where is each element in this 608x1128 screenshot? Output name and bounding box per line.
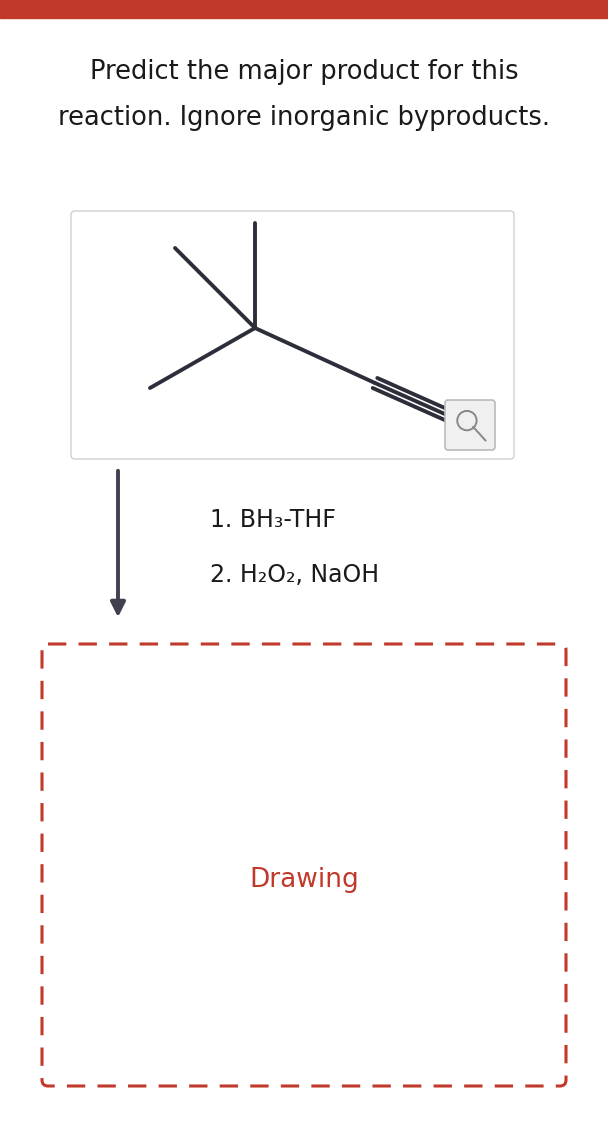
Text: 2. H₂O₂, NaOH: 2. H₂O₂, NaOH <box>210 563 379 587</box>
Text: 1. BH₃-THF: 1. BH₃-THF <box>210 508 336 532</box>
Text: Predict the major product for this: Predict the major product for this <box>90 59 518 85</box>
FancyBboxPatch shape <box>42 644 566 1086</box>
Text: Drawing: Drawing <box>249 867 359 893</box>
FancyBboxPatch shape <box>445 400 495 450</box>
Bar <box>0 0 608 18</box>
FancyBboxPatch shape <box>71 211 514 459</box>
Text: reaction. Ignore inorganic byproducts.: reaction. Ignore inorganic byproducts. <box>58 105 550 131</box>
